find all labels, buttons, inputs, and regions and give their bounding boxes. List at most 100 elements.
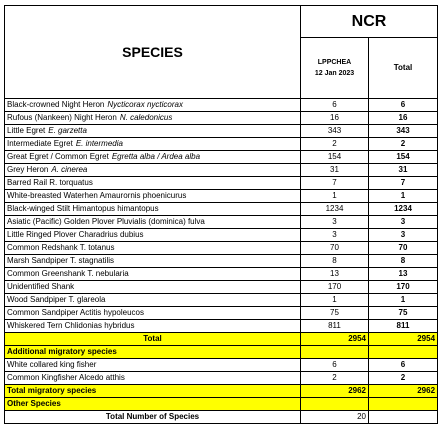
total-header: Total — [367, 37, 439, 99]
region-header: NCR — [299, 5, 439, 38]
species-name: Marsh Sandpiper T. stagnatilis — [7, 256, 115, 265]
site-header: LPPCHEA 12 Jan 2023 — [300, 37, 369, 99]
table-row: Total 2954 2954 — [4, 332, 439, 346]
species-cell: Unidentified Shank — [4, 280, 301, 294]
count-cell: 343 — [300, 124, 369, 138]
species-name: Grey Heron — [7, 165, 49, 174]
species-cell: Grey Heron A. cinerea — [4, 163, 301, 177]
table-row: Little Ringed Plover Charadrius dubius 3 3 — [4, 228, 439, 242]
species-name: Common Sandpiper Actitis hypoleucos — [7, 308, 144, 317]
total-cell: 1234 — [367, 202, 439, 216]
count-cell: 3 — [300, 228, 369, 242]
table-row: Little Egret E. garzetta 343 343 — [4, 124, 439, 138]
species-cell: Asiatic (Pacific) Golden Plover Pluviali… — [4, 215, 301, 229]
species-count: 20 — [300, 410, 369, 424]
count-cell: 8 — [300, 254, 369, 268]
species-name: Common Redshank T. totanus — [7, 243, 115, 252]
empty-cell — [367, 345, 439, 359]
table-row: Common Greenshank T. nebularia 13 13 — [4, 267, 439, 281]
total-cell: 8 — [367, 254, 439, 268]
species-cell: Common Redshank T. totanus — [4, 241, 301, 255]
total-cell: 7 — [367, 176, 439, 190]
table-row: Intermediate Egret E. intermedia 2 2 — [4, 137, 439, 151]
species-table: SPECIES NCR LPPCHEA 12 Jan 2023 Total Bla… — [4, 5, 439, 424]
table-row: White collared king fisher 6 6 — [4, 358, 439, 372]
table-row: Common Redshank T. totanus 70 70 — [4, 241, 439, 255]
total-cell: 3 — [367, 215, 439, 229]
count-cell: 31 — [300, 163, 369, 177]
table-row: Common Kingfisher Alcedo atthis 2 2 — [4, 371, 439, 385]
total-cell: 343 — [367, 124, 439, 138]
section-heading: Additional migratory species — [4, 345, 301, 359]
total-cell: 13 — [367, 267, 439, 281]
count-cell: 16 — [300, 111, 369, 125]
total-cell: 6 — [367, 98, 439, 112]
species-name: Black-winged Stilt Himantopus himantopus — [7, 204, 159, 213]
table-row: Black-crowned Night Heron Nycticorax nyct… — [4, 98, 439, 112]
section-heading: Other Species — [4, 397, 301, 411]
species-name: Rufous (Nankeen) Night Heron — [7, 113, 117, 122]
table-row: Marsh Sandpiper T. stagnatilis 8 8 — [4, 254, 439, 268]
table-row: Great Egret / Common Egret Egretta alba /… — [4, 150, 439, 164]
species-cell: White collared king fisher — [4, 358, 301, 372]
species-name: Unidentified Shank — [7, 282, 75, 291]
species-cell: Black-winged Stilt Himantopus himantopus — [4, 202, 301, 216]
total-cell: 31 — [367, 163, 439, 177]
table-row: Additional migratory species — [4, 345, 439, 359]
table-row: Unidentified Shank 170 170 — [4, 280, 439, 294]
total-cell: 811 — [367, 319, 439, 333]
species-name: Common Kingfisher Alcedo atthis — [7, 373, 125, 382]
count-cell: 70 — [300, 241, 369, 255]
table-row: Grey Heron A. cinerea 31 31 — [4, 163, 439, 177]
species-cell: Marsh Sandpiper T. stagnatilis — [4, 254, 301, 268]
species-cell: Whiskered Tern Chlidonias hybridus — [4, 319, 301, 333]
total-cell: 170 — [367, 280, 439, 294]
species-cell: Little Egret E. garzetta — [4, 124, 301, 138]
count-cell: 6 — [300, 98, 369, 112]
count-cell: 7 — [300, 176, 369, 190]
count-cell: 154 — [300, 150, 369, 164]
species-name: Common Greenshank T. nebularia — [7, 269, 129, 278]
table-row: Barred Rail R. torquatus 7 7 — [4, 176, 439, 190]
species-name: White collared king fisher — [7, 360, 97, 369]
species-cell: Common Sandpiper Actitis hypoleucos — [4, 306, 301, 320]
total-total: 2954 — [367, 332, 439, 346]
total-cell: 16 — [367, 111, 439, 125]
migratory-total-count: 2962 — [300, 384, 369, 398]
total-cell: 1 — [367, 189, 439, 203]
table-row: Rufous (Nankeen) Night Heron N. caledonic… — [4, 111, 439, 125]
site: LPPCHEA — [317, 59, 352, 66]
table-row: Other Species — [4, 397, 439, 411]
count-cell: 2 — [300, 371, 369, 385]
migratory-total-total: 2962 — [367, 384, 439, 398]
species-cell: Black-crowned Night Heron Nycticorax nyct… — [4, 98, 301, 112]
count-cell: 75 — [300, 306, 369, 320]
table-row: Total migratory species 2962 2962 — [4, 384, 439, 398]
total-cell: 75 — [367, 306, 439, 320]
table-row: Wood Sandpiper T. glareola 1 1 — [4, 293, 439, 307]
table-row: Asiatic (Pacific) Golden Plover Pluviali… — [4, 215, 439, 229]
total-label: Total — [4, 332, 301, 346]
species-name: Intermediate Egret — [7, 139, 73, 148]
species-name: White-breasted Waterhen Amaurornis phoen… — [7, 191, 187, 200]
scientific-name: Nycticorax nycticorax — [107, 100, 183, 109]
species-cell: Wood Sandpiper T. glareola — [4, 293, 301, 307]
empty-cell — [300, 345, 369, 359]
species-count-label: Total Number of Species — [4, 410, 301, 424]
species-name: Little Ringed Plover Charadrius dubius — [7, 230, 144, 239]
species-name: Black-crowned Night Heron — [7, 100, 105, 109]
total-cell: 6 — [367, 358, 439, 372]
count-cell: 170 — [300, 280, 369, 294]
total-cell: 2 — [367, 137, 439, 151]
species-cell: Barred Rail R. torquatus — [4, 176, 301, 190]
table-row: White-breasted Waterhen Amaurornis phoen… — [4, 189, 439, 203]
species-name: Whiskered Tern Chlidonias hybridus — [7, 321, 135, 330]
count-cell: 2 — [300, 137, 369, 151]
scientific-name: Egretta alba / Ardea alba — [111, 152, 201, 161]
count-cell: 1234 — [300, 202, 369, 216]
table-row: Whiskered Tern Chlidonias hybridus 811 811 — [4, 319, 439, 333]
species-cell: Common Kingfisher Alcedo atthis — [4, 371, 301, 385]
species-header: SPECIES — [4, 5, 301, 99]
species-cell: Intermediate Egret E. intermedia — [4, 137, 301, 151]
